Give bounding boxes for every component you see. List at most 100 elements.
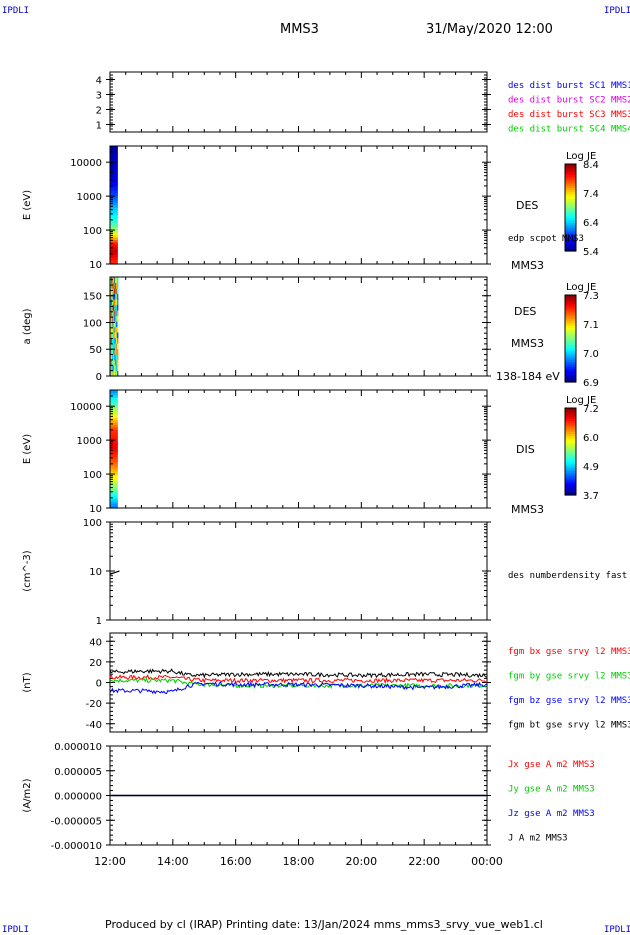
colorbar-cell-2 [565, 355, 576, 359]
spectrogram-cell-3 [110, 414, 118, 418]
ytick-label-0-3: 4 [96, 76, 102, 87]
pitch-cell [111, 304, 113, 311]
pitch-cell [113, 304, 115, 311]
colorbar-cell-3 [565, 425, 576, 429]
pitch-cell [114, 359, 116, 366]
pitch-cell [114, 288, 116, 295]
colorbar-frame-3 [564, 407, 577, 496]
colorbar-cell-3 [565, 464, 576, 468]
pitch-cell [113, 304, 116, 311]
spectrogram-cell-1 [110, 153, 118, 157]
spectrogram-cell-1 [110, 205, 118, 209]
spectrogram-cell-3 [110, 429, 118, 433]
colorbar-tick-2-0: 7.3 [583, 291, 599, 302]
spectrogram-cell-1 [110, 202, 118, 206]
pitch-cell [113, 359, 116, 366]
pitch-cell [110, 343, 112, 350]
pitch-cell [111, 315, 113, 322]
spectrogram-cell-3 [110, 444, 118, 448]
pitch-cell [114, 315, 116, 322]
pitch-cell [116, 354, 118, 361]
pitch-cell [110, 326, 112, 333]
pitch-cell [115, 288, 118, 295]
colorbar-cell-3 [565, 449, 576, 453]
colorbar-cell-1 [565, 185, 576, 189]
pitch-cell [115, 326, 118, 333]
panel-bottom-label-1: MMS3 [511, 259, 544, 272]
spectrogram-cell-1 [110, 249, 118, 253]
colorbar-cell-3 [565, 475, 576, 479]
xaxis-label-4: 20:00 [345, 855, 377, 868]
ytick-label-5-0: 40 [89, 637, 102, 648]
spectrogram-cell-1 [110, 190, 118, 194]
density-legend-0: des numberdensity fast M [508, 571, 630, 581]
ytick-label-3-0: 10 [89, 504, 102, 515]
pitch-cell [111, 293, 114, 300]
colorbar-tick-2-1: 7.1 [583, 320, 599, 331]
colorbar-cell-1 [565, 242, 576, 246]
xaxis-label-5: 22:00 [408, 855, 440, 868]
pitch-cell [114, 365, 116, 372]
colorbar-cell-1 [565, 179, 576, 182]
spectrogram-cell-3 [110, 439, 118, 443]
pitch-cell [111, 288, 113, 295]
colorbar-cell-3 [565, 460, 576, 463]
spectrogram-cell-3 [110, 399, 118, 403]
colorbar-cell-1 [565, 205, 576, 209]
panel-label-1: DES [516, 199, 538, 212]
pitch-cell [113, 315, 116, 322]
colorbar-cell-1 [565, 183, 576, 187]
spectrogram-cell-3 [110, 503, 118, 507]
corner-label-bottom-right: IPDLI [604, 925, 630, 935]
pitch-cell [115, 365, 117, 372]
panel-sublabel-2: MMS3 [511, 337, 544, 350]
spectrogram-cell-1 [110, 182, 118, 186]
pitch-cell [113, 277, 116, 284]
pitch-cell [117, 299, 119, 306]
panel1-label-2: des dist burst SC3 MMS3 [508, 110, 630, 120]
pitch-cell [111, 343, 113, 350]
spectrogram-cell-3 [110, 468, 118, 472]
colorbar-cell-2 [565, 314, 576, 318]
spectrogram-cell-3 [110, 495, 118, 499]
pitch-cell [113, 354, 115, 361]
spectrogram-cell-3 [110, 453, 118, 457]
spectrogram-cell-1 [110, 256, 118, 260]
pitch-cell [117, 304, 119, 311]
pitch-cell [112, 370, 114, 377]
corner-label-top-right: IPDLI [604, 6, 630, 16]
pitch-cell [111, 282, 114, 289]
pitch-cell [115, 332, 117, 339]
colorbar-cell-1 [565, 198, 576, 202]
pitch-cell [116, 365, 118, 372]
colorbar-cell-1 [565, 214, 576, 217]
colorbar-cell-3 [565, 427, 576, 431]
pitch-cell [111, 337, 114, 344]
spectrogram-cell-1 [110, 163, 118, 167]
colorbar-cell-1 [565, 211, 576, 215]
colorbar-cell-3 [565, 455, 576, 459]
colorbar-cell-3 [565, 477, 576, 481]
current-legend-2: Jz gse A m2 MMS3 [508, 809, 595, 819]
xaxis-label-1: 14:00 [157, 855, 189, 868]
pitch-cell [117, 293, 119, 300]
colorbar-cell-1 [565, 181, 576, 185]
pitch-cell [117, 332, 119, 339]
bfield-legend-2: fgm bz gse srvy l2 MMS3 [508, 696, 630, 706]
pitch-cell [112, 293, 114, 300]
ytick-label-1-1: 100 [83, 226, 102, 237]
pitch-cell [111, 321, 114, 328]
pitch-cell [111, 354, 113, 361]
pitch-cell [116, 288, 118, 295]
pitch-cell [116, 293, 118, 300]
spectrogram-cell-3 [110, 434, 118, 438]
panel-sublabel-1: edp scpot MMS3 [508, 234, 584, 244]
colorbar-tick-3-0: 7.2 [583, 404, 599, 415]
colorbar-cell-3 [565, 442, 576, 446]
pitch-cell [115, 299, 118, 306]
spectrogram-cell-1 [110, 180, 118, 184]
colorbar-cell-3 [565, 458, 576, 461]
pitch-cell [113, 321, 116, 328]
pitch-cell [116, 282, 118, 289]
colorbar-cell-1 [565, 190, 576, 193]
